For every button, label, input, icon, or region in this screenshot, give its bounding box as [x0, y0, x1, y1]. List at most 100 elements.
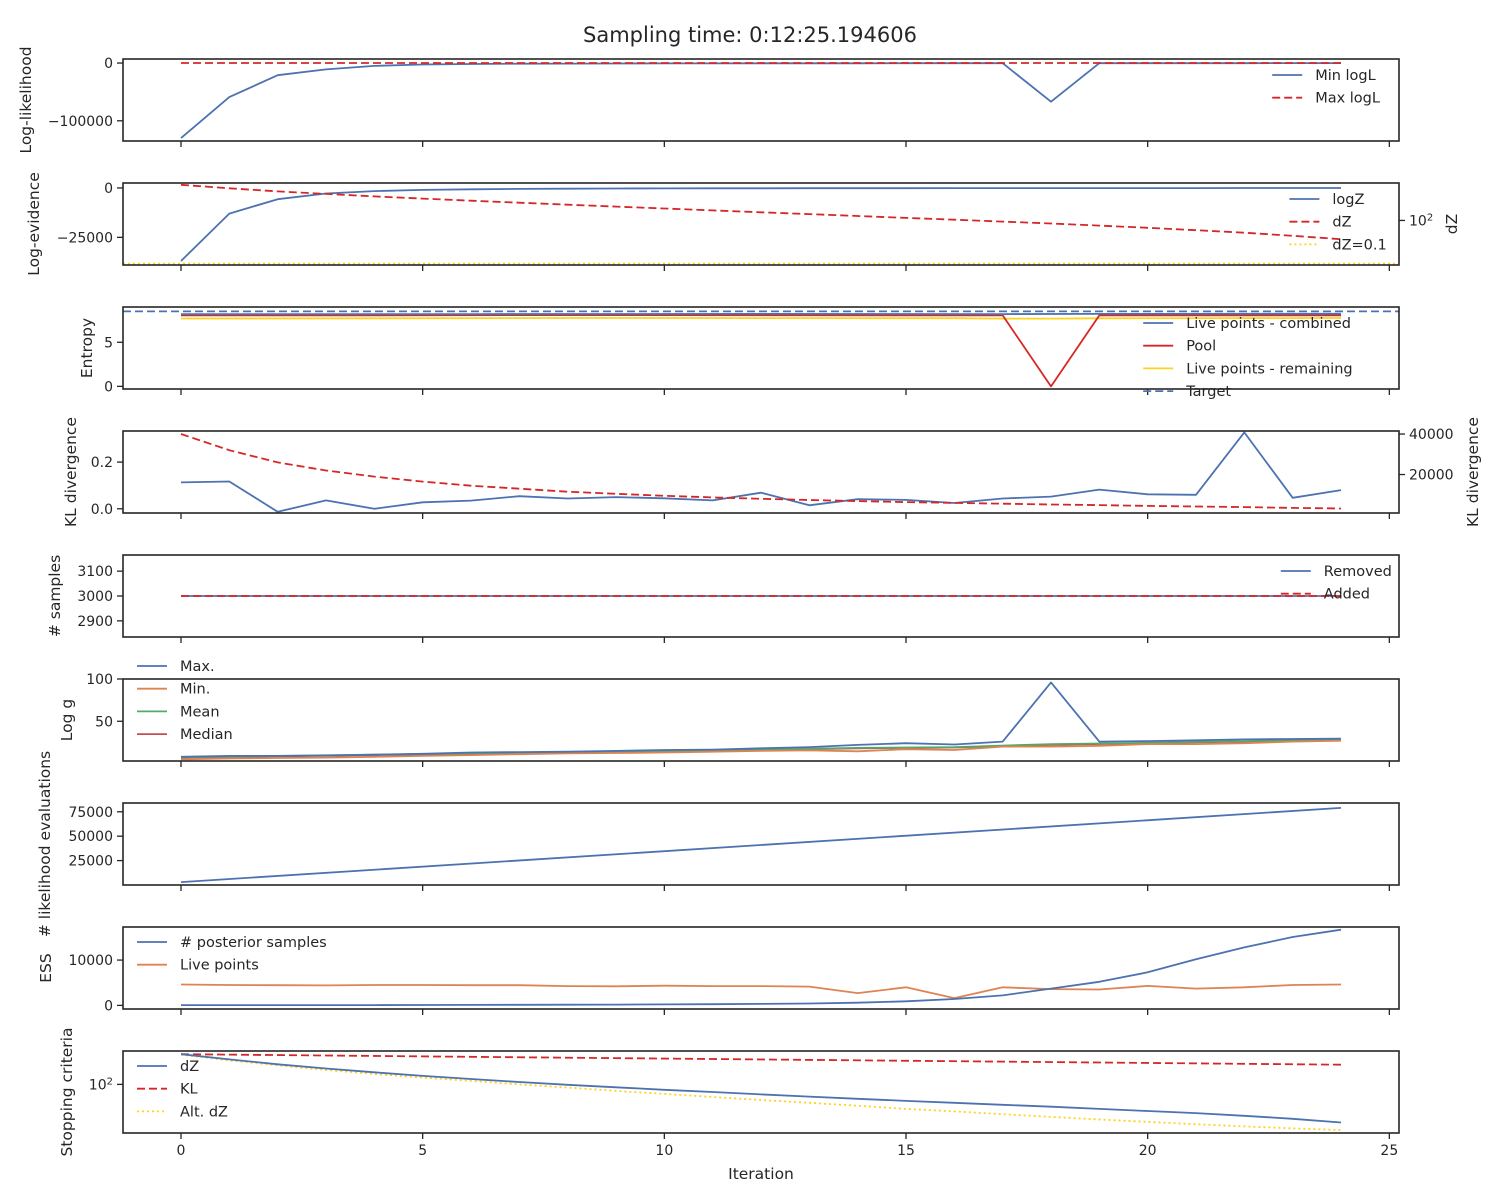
panel-logg: 50 100 Log g Max. Min. Mean Median [58, 659, 1400, 767]
axes-frame [122, 58, 1400, 142]
axes-frame [122, 1050, 1400, 1134]
figure-title: Sampling time: 0:12:25.194606 [583, 23, 917, 47]
panel-loglikelihood: 0 −100000 Log-likelihood Min logL Max logL [17, 46, 1400, 154]
axes-frame [122, 802, 1400, 886]
legend: Max. Min. Mean Median [137, 659, 233, 743]
y-axis-label: # likelihood evaluations [36, 751, 54, 937]
y-axis-label: Log-likelihood [17, 46, 35, 153]
y-tick-label: 100 [86, 672, 113, 688]
series-group [180, 62, 1341, 139]
x-tick-label: 25 [1380, 1143, 1398, 1159]
y2-tick-label: 102 [1409, 212, 1433, 230]
y-tick-label: 50 [95, 714, 113, 730]
axes-frame [122, 306, 1400, 390]
x-tick-label: 5 [418, 1143, 427, 1159]
series-group [180, 681, 1342, 761]
y-tick-label: 0.0 [91, 502, 113, 518]
series-group [123, 183, 1399, 265]
series-line-logz [180, 187, 1341, 262]
series-group [180, 1053, 1342, 1131]
x-tick-label: 10 [655, 1143, 673, 1159]
legend-label: Median [180, 727, 233, 743]
y-tick-label: 75000 [68, 805, 113, 821]
legend-label: Min logL [1315, 68, 1376, 84]
legend-label: KL [180, 1082, 198, 1098]
legend-label: # posterior samples [180, 935, 327, 951]
series-line-min-logl [180, 62, 1341, 139]
legend-label: Target [1185, 384, 1231, 400]
legend-label: Mean [180, 704, 220, 720]
legend-label: dZ [1332, 215, 1351, 231]
series-group [180, 431, 1342, 513]
y-axis-label: # samples [46, 555, 64, 637]
series-line-kl-right- [180, 433, 1342, 510]
y-tick-label: 3000 [77, 589, 113, 605]
series-line-live-points-remaining [180, 317, 1342, 320]
legend-label: Min. [180, 682, 210, 698]
series-line-kl [180, 1053, 1342, 1066]
y-axis-label: Log g [58, 699, 76, 741]
legend: Min logL Max logL [1272, 68, 1380, 107]
series-line-dz [180, 183, 1342, 241]
legend: Removed Added [1280, 564, 1392, 603]
legend-label: Live points - combined [1186, 316, 1351, 332]
y-axis-label: Entropy [78, 318, 96, 378]
panel-samples: 2900 3000 3100 # samples Removed Added [46, 554, 1400, 643]
legend: Live points - combined Pool Live points - … [1143, 316, 1353, 400]
x-tick-label: 20 [1139, 1143, 1157, 1159]
legend-label: Max logL [1315, 91, 1380, 107]
x-axis-label: Iteration [728, 1165, 794, 1183]
series-line-pool [180, 314, 1342, 388]
legend-label: logZ [1332, 192, 1364, 208]
x-tick-label: 0 [177, 1143, 186, 1159]
legend-label: Alt. dZ [180, 1104, 228, 1120]
y-tick-label: 25000 [68, 854, 113, 870]
axes-frame [122, 430, 1400, 514]
series-line-alt-dz [180, 1053, 1342, 1131]
y-tick-label: 2900 [77, 614, 113, 630]
y-tick-label: 0 [104, 379, 113, 395]
y-axis-label: Log-evidence [25, 172, 43, 276]
series-line-max- [180, 681, 1342, 758]
y2-axis-label: KL divergence [1464, 417, 1482, 527]
legend-label: dZ=0.1 [1332, 237, 1386, 253]
panel-logevidence: 0 −25000 102 Log-evidence dZ logZ dZ dZ=0.1 [25, 172, 1461, 276]
y2-axis-label: dZ [1443, 214, 1461, 234]
legend: dZ KL Alt. dZ [137, 1059, 228, 1120]
y2-tick-label: 20000 [1409, 468, 1454, 484]
series-line--posterior-samples [181, 928, 1342, 1006]
legend-label: Live points - remaining [1186, 361, 1352, 377]
y-tick-label: 50000 [68, 829, 113, 845]
y-axis-label: KL divergence [62, 417, 80, 527]
legend-label: Removed [1324, 564, 1392, 580]
series-group [180, 807, 1342, 883]
y-tick-label: 0 [104, 998, 113, 1014]
y-tick-label: −25000 [57, 230, 113, 246]
y-tick-label: 0 [104, 181, 113, 197]
legend: # posterior samples Live points [137, 935, 327, 974]
y-tick-label: 3100 [77, 564, 113, 580]
axes-frame [122, 678, 1400, 762]
x-tick-label: 15 [897, 1143, 915, 1159]
series-line-live-points [180, 983, 1342, 999]
panel-stopping: 0 5 10 15 20 25 102 Stopping criteria dZ KL Alt. d… [58, 1028, 1400, 1159]
series-line-dz [180, 1053, 1342, 1124]
legend-label: Pool [1186, 339, 1216, 355]
series-group [180, 928, 1342, 1006]
panel-ess: 0 10000 ESS # posterior samples Live points [37, 926, 1400, 1015]
panels: 0 −100000 Log-likelihood Min logL Max logL 0 −… [17, 46, 1482, 1159]
legend-label: Live points [180, 958, 259, 974]
y-tick-label: 102 [89, 1076, 113, 1094]
axes-frame [122, 926, 1400, 1010]
y-tick-label: 0 [104, 56, 113, 72]
series-line--likelihood-evaluations [180, 807, 1342, 883]
y-tick-label: 5 [104, 335, 113, 351]
y-tick-label: 0.2 [91, 455, 113, 471]
y-tick-label: 10000 [68, 953, 113, 969]
y-axis-label: Stopping criteria [58, 1028, 76, 1157]
y-tick-label: −100000 [48, 114, 113, 130]
series-group [123, 310, 1399, 388]
series-line-min- [180, 739, 1342, 761]
